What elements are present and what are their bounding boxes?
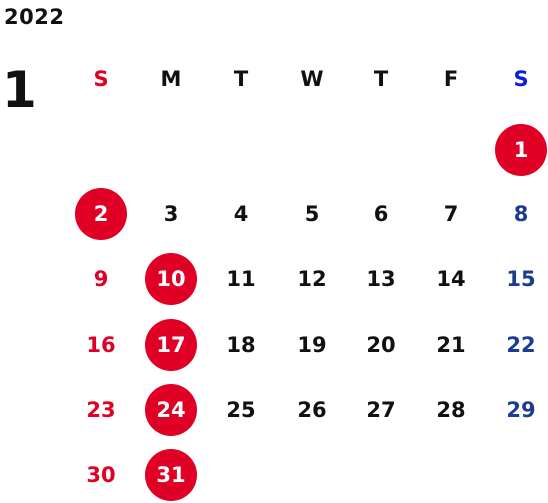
- calendar-year: 2022: [4, 5, 65, 29]
- weekday-header-monday: M: [160, 67, 182, 91]
- calendar-day: 9: [93, 267, 109, 291]
- calendar-day-holiday: 10: [145, 253, 197, 305]
- calendar-day: 7: [443, 202, 459, 226]
- calendar-day: 19: [297, 333, 327, 357]
- calendar-day-holiday: 2: [75, 188, 127, 240]
- weekday-header-saturday: S: [513, 67, 529, 91]
- calendar-day: 28: [436, 398, 466, 422]
- calendar-day: 30: [86, 463, 116, 487]
- calendar-day: 23: [86, 398, 116, 422]
- calendar-day: 4: [233, 202, 249, 226]
- weekday-header-tuesday: T: [233, 67, 249, 91]
- weekday-header-wednesday: W: [300, 67, 324, 91]
- calendar-day-holiday: 24: [145, 384, 197, 436]
- calendar-day: 3: [163, 202, 179, 226]
- calendar-day-holiday: 17: [145, 319, 197, 371]
- calendar-day: 6: [373, 202, 389, 226]
- calendar-day: 12: [297, 267, 327, 291]
- calendar-day-holiday: 1: [495, 124, 547, 176]
- weekday-header-thursday: T: [373, 67, 389, 91]
- calendar-month-number: 1: [2, 61, 37, 119]
- calendar-day: 22: [506, 333, 536, 357]
- calendar-day: 11: [226, 267, 256, 291]
- calendar-day: 20: [366, 333, 396, 357]
- calendar-day: 8: [513, 202, 529, 226]
- weekday-header-sunday: S: [93, 67, 109, 91]
- calendar-day: 27: [366, 398, 396, 422]
- calendar-day: 29: [506, 398, 536, 422]
- calendar-day: 14: [436, 267, 466, 291]
- calendar-day: 13: [366, 267, 396, 291]
- calendar-day: 5: [304, 202, 320, 226]
- calendar-day: 21: [436, 333, 466, 357]
- calendar-day: 26: [297, 398, 327, 422]
- calendar-day-holiday: 31: [145, 449, 197, 501]
- calendar-day: 25: [226, 398, 256, 422]
- calendar-day: 16: [86, 333, 116, 357]
- calendar-day: 15: [506, 267, 536, 291]
- calendar-day: 18: [226, 333, 256, 357]
- weekday-header-friday: F: [443, 67, 459, 91]
